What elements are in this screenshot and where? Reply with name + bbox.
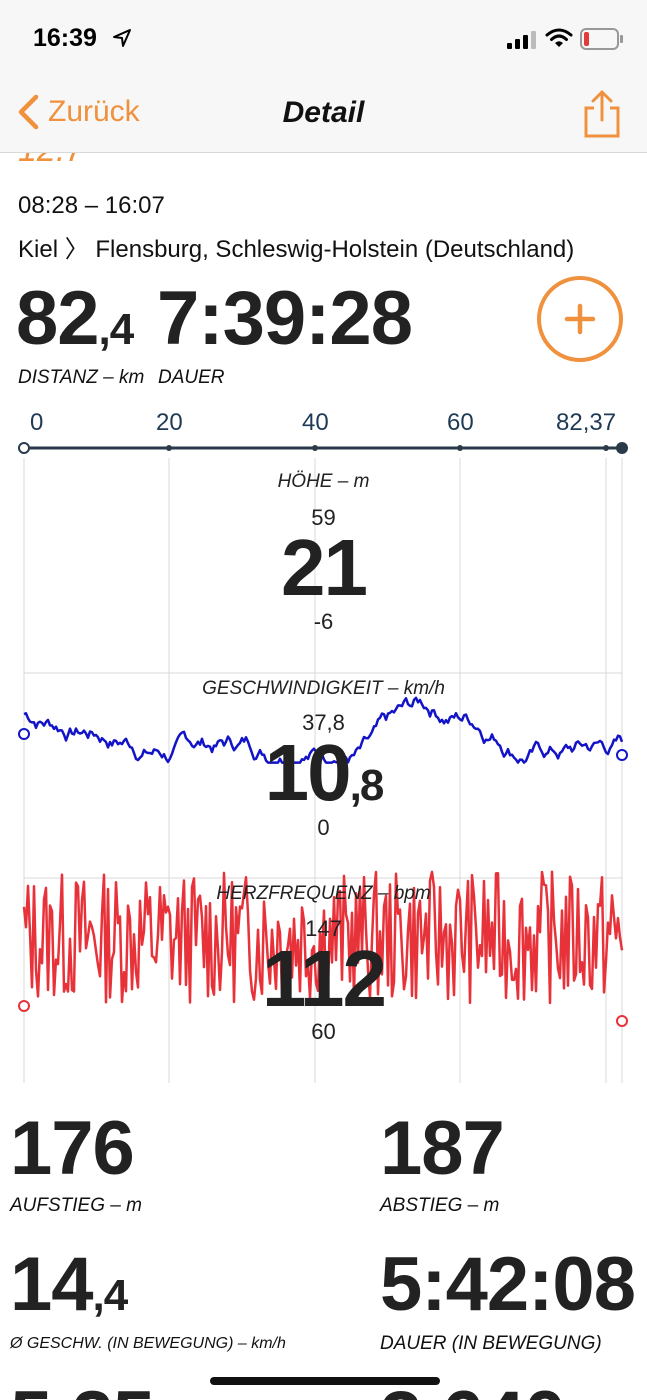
elevation-start-marker (18, 728, 30, 740)
duration-label: DAUER (158, 367, 225, 388)
add-button[interactable] (536, 275, 624, 363)
wifi-icon (545, 28, 573, 47)
trip-title: 12.7 (18, 153, 84, 170)
speed-series-line (22, 870, 624, 1005)
speed-max: 37,8 (302, 710, 345, 735)
battery-icon (580, 28, 623, 50)
trip-route: Kiel 〉 Flensburg, Schleswig-Holstein (De… (18, 229, 574, 264)
route-to: Flensburg, Schleswig-Holstein (Deutschla… (95, 236, 575, 263)
status-time: 16:39 (33, 24, 97, 52)
cellular-signal-icon (507, 31, 536, 49)
elevation-current: 21 (281, 523, 368, 612)
elevation-series-line (23, 696, 624, 764)
moving-duration-value: 5:42:08 (380, 1242, 636, 1327)
speed-end-marker (616, 1015, 628, 1027)
moving-duration-label: DAUER (IN BEWEGUNG) (380, 1333, 602, 1354)
speed-chart-title: GESCHWINDIGKEIT – km/h (202, 678, 445, 699)
location-arrow-icon (113, 29, 131, 47)
axis-tick-end: 82,37 (556, 409, 617, 436)
chevron-left-icon (18, 94, 39, 130)
heart-chart-title: HERZFREQUENZ – bpm (216, 883, 431, 904)
navigation-bar: Zurück Detail (0, 78, 647, 153)
descent-label: ABSTIEG – m (380, 1195, 500, 1216)
route-separator: 〉 (64, 236, 89, 263)
status-bar: 16:39 (0, 0, 647, 78)
descent-value: 187 (380, 1106, 505, 1191)
speed-min: 0 (317, 815, 330, 840)
duration-value: 7:39:28 (157, 276, 413, 361)
elevation-chart-title: HÖHE – m (277, 471, 370, 492)
avg-speed-value: 14,4 (10, 1242, 128, 1327)
avg-speed-label: Ø GESCHW. (IN BEWEGUNG) – km/h (10, 1335, 286, 1352)
next-left-value: 5,25 (10, 1381, 155, 1400)
heart-max: 147 (305, 916, 342, 941)
axis-tick-60: 60 (447, 409, 474, 436)
distance-label: DISTANZ – km (18, 367, 145, 388)
home-indicator[interactable] (210, 1377, 440, 1385)
ascent-value: 176 (10, 1106, 135, 1191)
speed-start-marker (18, 1000, 30, 1012)
next-right-value: 3.640 (380, 1381, 566, 1400)
page-title: Detail (282, 96, 365, 129)
axis-tick-20: 20 (156, 409, 183, 436)
trip-timespan: 08:28 – 16:07 (18, 192, 165, 219)
back-button[interactable]: Zurück (16, 92, 140, 132)
elevation-min: -6 (313, 609, 334, 634)
elevation-max: 59 (311, 505, 336, 530)
speed-current: 10,8 (264, 728, 385, 817)
distance-value: 82,4 (16, 276, 134, 361)
axis-tick-0: 0 (30, 409, 44, 436)
elevation-end-marker (616, 749, 628, 761)
axis-tick-40: 40 (302, 409, 329, 436)
heart-current: 112 (261, 934, 387, 1023)
back-label: Zurück (48, 95, 140, 128)
heart-min: 60 (311, 1019, 336, 1044)
activity-charts[interactable] (0, 438, 647, 1088)
detail-content[interactable]: 12.7 08:28 – 16:07 Kiel 〉 Flensburg, Sch… (0, 153, 647, 1400)
ascent-label: AUFSTIEG – m (10, 1195, 142, 1216)
axis-markers (18, 442, 628, 454)
share-icon[interactable] (580, 90, 624, 138)
route-from: Kiel (18, 236, 59, 263)
